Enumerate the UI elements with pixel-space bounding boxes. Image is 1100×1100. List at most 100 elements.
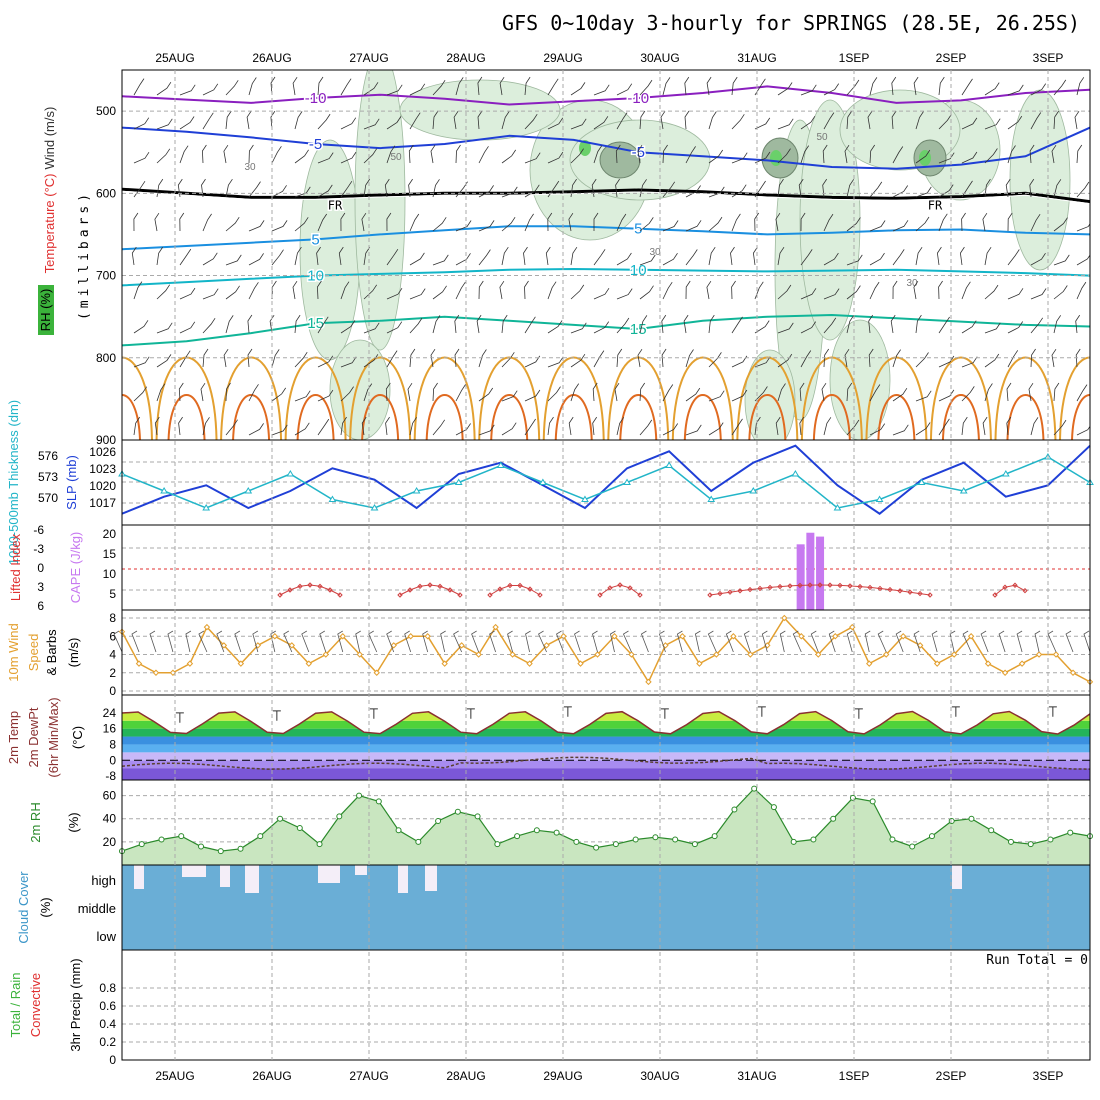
wind-barb (846, 419, 860, 436)
wind-barb (753, 451, 757, 469)
wind-barb (271, 349, 280, 368)
cloud-fill (122, 865, 1090, 950)
slp-tick-label: 1017 (89, 496, 116, 510)
temperature-band (122, 752, 1090, 761)
temp-max-marker (175, 712, 184, 723)
wind-barb (622, 630, 632, 653)
wind-barb (294, 351, 308, 368)
wind-barb (248, 77, 257, 96)
wind-barb (216, 630, 225, 653)
wind-barb (340, 356, 357, 368)
wind-barb (869, 384, 881, 402)
wind-barb (892, 146, 904, 164)
date-label-top: 29AUG (543, 51, 582, 65)
rh-point (138, 841, 145, 848)
rh-point (988, 827, 995, 834)
wind-barb (361, 212, 367, 232)
wind-barb (731, 152, 748, 164)
wind-barb (708, 149, 724, 164)
wind-barb (149, 630, 157, 653)
wind-speed-point (1069, 669, 1077, 676)
wind-speed-point (832, 633, 839, 640)
wind-barb (754, 151, 771, 164)
thickness-point (665, 461, 674, 468)
wind-barb (637, 144, 643, 164)
li-point (797, 582, 803, 589)
date-label-top: 3SEP (1033, 51, 1064, 65)
temp-max-marker (757, 706, 766, 717)
wind-barb (1007, 212, 1013, 232)
wind-barb (1075, 348, 1081, 368)
li-tick-label: 0 (37, 561, 44, 575)
wind-barb (252, 630, 259, 653)
cloud-level-label: high (91, 873, 116, 888)
rh-tick-label: 60 (103, 789, 117, 803)
wind-speed-point (628, 651, 635, 658)
rh-point (711, 833, 718, 840)
isotherm-label: -10 (305, 90, 327, 107)
wind-barb (593, 145, 603, 164)
wind-barb (440, 630, 446, 653)
rh-contour-label: 30 (649, 247, 661, 258)
date-label-bottom: 1SEP (839, 1069, 870, 1083)
wind-barb (685, 249, 698, 266)
wind-barb (892, 424, 909, 436)
wind-barb (455, 281, 466, 300)
wind-speed-point (492, 623, 499, 631)
date-label-top: 1SEP (839, 51, 870, 65)
warm-isotherm (619, 394, 658, 440)
wind-barb (453, 630, 463, 653)
wind-barb (409, 348, 416, 368)
wind-barb (547, 416, 554, 436)
wind-barb (386, 630, 395, 653)
wind-barb (792, 630, 802, 653)
isotherm-label: 15 (307, 315, 324, 332)
li-series-line (709, 584, 931, 596)
wind-barb (685, 349, 694, 368)
cloud-unit-label: (%) (38, 897, 53, 917)
wind-barb (777, 82, 793, 96)
thickness-point (623, 478, 631, 485)
wind-speed-point (1018, 660, 1026, 667)
wind-speed-point (526, 660, 533, 667)
wind-barb (1053, 217, 1068, 232)
wind-barb (822, 144, 828, 164)
temp-max-marker (854, 708, 863, 719)
wind-barb (984, 118, 1001, 130)
wind-barb (294, 422, 310, 436)
rh-contour-label: 50 (390, 152, 402, 163)
thickness-point (749, 487, 758, 494)
legend-wind: Wind (m/s) (42, 107, 57, 170)
li-point (992, 592, 998, 598)
wind-speed-point (543, 642, 550, 649)
wind-barb (133, 117, 150, 130)
wind-barb (225, 419, 238, 436)
rh-point (553, 829, 560, 836)
cape-axis-label: CAPE (J/kg) (68, 532, 83, 604)
li-point (727, 589, 733, 595)
slp-thickness-panel: 1026 1023 1020 1017 576 573 570 1000-500mb Thic… (6, 400, 1094, 565)
li-point (537, 592, 543, 598)
wind-barb (499, 280, 505, 300)
temp-tick-label: 16 (103, 722, 117, 736)
wind-speed-point (220, 642, 228, 649)
wind-barb (931, 630, 938, 653)
wind-barb (385, 382, 391, 402)
wind-barb (661, 348, 667, 368)
wind-barb (743, 630, 751, 653)
wind-barb (1030, 252, 1046, 266)
isotherm-label: 10 (307, 268, 324, 285)
cloud-gap (220, 865, 230, 887)
wind-barb (913, 630, 921, 653)
wind-barb (684, 76, 690, 96)
wind-barb (225, 216, 240, 232)
wind-barb (294, 314, 301, 334)
wind-barb (984, 284, 999, 300)
wind-barb (731, 184, 747, 198)
wind-barb (1006, 416, 1012, 436)
wind-barb (685, 387, 701, 402)
thickness-point (370, 504, 379, 511)
wind-barb (547, 117, 564, 130)
wind-barb (364, 451, 368, 469)
wind-barb (225, 254, 242, 266)
